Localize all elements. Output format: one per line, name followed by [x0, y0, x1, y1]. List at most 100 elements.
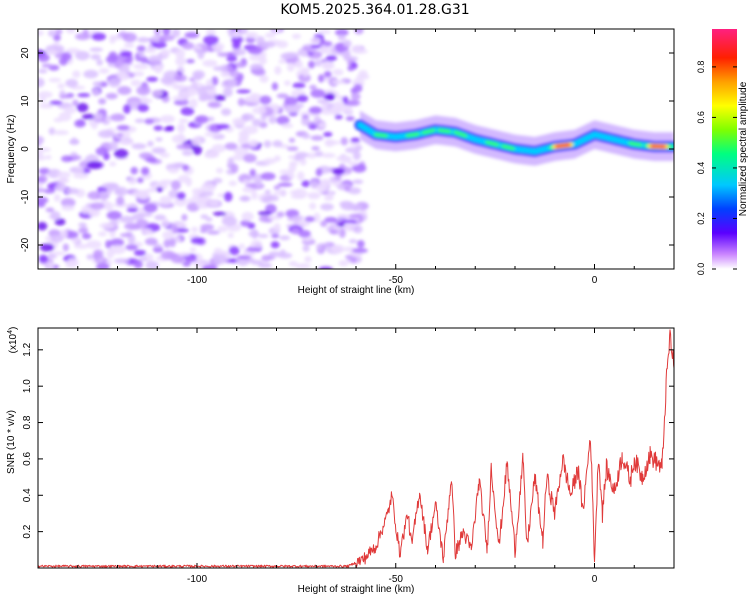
noise-blob	[325, 55, 338, 62]
noise-blob	[91, 121, 98, 130]
noise-blob	[147, 140, 154, 147]
noise-blob	[155, 137, 163, 142]
noise-blob	[298, 229, 311, 238]
noise-blob	[139, 191, 150, 200]
noise-blob	[286, 62, 295, 72]
noise-blob	[54, 183, 67, 192]
colorbar: 0.0 0.2 0.4 0.6 0.8 Normalized spectral ampl…	[696, 29, 749, 275]
colorbar-gradient	[712, 29, 737, 269]
noise-blob	[151, 89, 163, 97]
noise-blob	[78, 222, 87, 228]
noise-blob	[295, 151, 309, 158]
noise-blob	[38, 221, 48, 231]
noise-blob	[137, 37, 150, 43]
noise-blob	[347, 65, 355, 72]
noise-blob	[170, 162, 183, 169]
bottom-x-tick-label: -100	[187, 574, 207, 585]
top-x-axis-label: Height of straight line (km)	[298, 285, 415, 296]
noise-blob	[165, 125, 175, 131]
noise-blob	[99, 222, 116, 229]
noise-blob	[273, 185, 281, 191]
noise-blob	[211, 42, 225, 51]
noise-blob	[273, 222, 281, 232]
noise-blob	[309, 202, 317, 210]
noise-blob	[304, 255, 312, 263]
noise-blob	[330, 244, 345, 254]
noise-blob	[264, 189, 271, 195]
noise-blob	[81, 232, 92, 240]
top-y-axis-label: Frequency (Hz)	[6, 115, 17, 184]
noise-blob	[245, 183, 258, 188]
noise-blob	[345, 147, 360, 154]
noise-blob	[239, 195, 251, 202]
noise-blob	[350, 92, 361, 101]
noise-blob	[61, 205, 75, 211]
noise-blob	[124, 42, 135, 49]
noise-blob	[193, 73, 202, 81]
noise-blob	[302, 244, 310, 252]
noise-blob	[174, 197, 188, 207]
noise-blob	[182, 164, 190, 171]
noise-blob	[354, 29, 364, 35]
colorbar-label: Normalized spectral amplitude	[738, 81, 749, 216]
noise-blob	[255, 180, 262, 186]
noise-blob	[190, 237, 204, 245]
noise-blob	[189, 98, 198, 109]
noise-blob	[340, 137, 349, 146]
noise-blob	[70, 137, 78, 145]
noise-blob	[325, 140, 341, 145]
noise-blob	[273, 190, 287, 196]
noise-blob	[191, 226, 199, 233]
noise-blob	[352, 163, 367, 173]
noise-blob	[159, 152, 170, 158]
noise-blob	[348, 238, 358, 244]
noise-blob	[133, 71, 145, 77]
noise-blob	[184, 31, 200, 39]
noise-blob	[54, 218, 66, 226]
noise-blob	[185, 177, 193, 187]
noise-blob	[136, 219, 149, 228]
noise-blob	[71, 155, 82, 161]
noise-blob	[146, 76, 159, 82]
noise-blob	[308, 106, 323, 115]
noise-blob	[294, 60, 304, 69]
noise-blob	[73, 172, 89, 179]
colorbar-tick-label: 0.2	[696, 212, 706, 225]
noise-blob	[250, 93, 259, 99]
noise-blob	[90, 202, 105, 210]
noise-blob	[352, 179, 364, 185]
noise-blob	[297, 171, 305, 181]
noise-blob	[77, 92, 91, 98]
noise-blob	[314, 150, 324, 157]
noise-blob	[281, 123, 294, 129]
noise-blob	[95, 262, 110, 269]
noise-blob	[260, 41, 276, 48]
noise-blob	[332, 167, 345, 176]
noise-blob	[106, 210, 122, 220]
noise-blob	[223, 191, 233, 202]
noise-blob	[50, 234, 64, 243]
noise-blob	[134, 118, 145, 124]
noise-blob	[58, 111, 72, 122]
noise-blob	[199, 85, 216, 90]
noise-blob	[212, 177, 223, 184]
noise-blob	[144, 237, 158, 246]
noise-blob	[159, 179, 174, 185]
noise-blob	[43, 188, 56, 194]
figure-title: KOM5.2025.364.01.28.G31	[280, 2, 470, 18]
noise-blob	[324, 92, 336, 101]
noise-blob	[215, 167, 224, 174]
noise-blob	[276, 211, 285, 218]
noise-blob	[47, 254, 57, 259]
noise-blob	[200, 191, 214, 197]
noise-blob	[238, 243, 245, 250]
noise-blob	[342, 219, 358, 224]
noise-blob	[171, 224, 179, 234]
noise-blob	[138, 51, 145, 58]
noise-blob	[97, 231, 107, 237]
noise-blob	[268, 251, 282, 258]
noise-blob	[265, 203, 277, 214]
noise-blob	[38, 196, 49, 204]
noise-blob	[120, 50, 133, 57]
